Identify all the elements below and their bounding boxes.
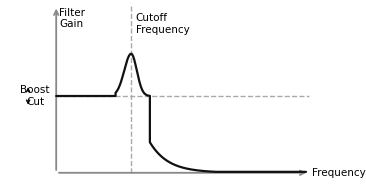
Text: Frequency: Frequency <box>312 168 366 178</box>
Text: Boost
Cut: Boost Cut <box>20 85 50 107</box>
Text: Cutoff
Frequency: Cutoff Frequency <box>136 13 190 35</box>
Text: Filter
Gain: Filter Gain <box>59 8 85 29</box>
